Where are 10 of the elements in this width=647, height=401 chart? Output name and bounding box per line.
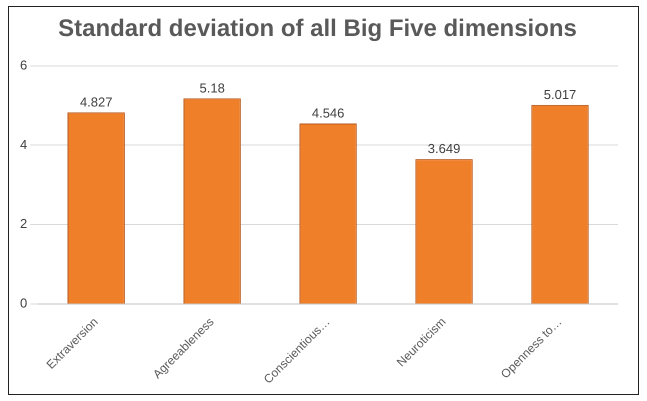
data-label: 3.649 <box>428 141 460 156</box>
chart-title: Standard deviation of all Big Five dimensions <box>58 15 577 42</box>
data-label: 5.18 <box>200 80 225 96</box>
y-tick-label: 6 <box>20 57 28 72</box>
data-label: 4.827 <box>80 94 112 110</box>
y-tick-label: 2 <box>20 216 28 232</box>
y-tick-label: 4 <box>20 136 28 152</box>
y-tick-label: 0 <box>20 296 28 311</box>
data-label: 5.017 <box>544 86 576 102</box>
data-label: 4.546 <box>312 106 344 121</box>
